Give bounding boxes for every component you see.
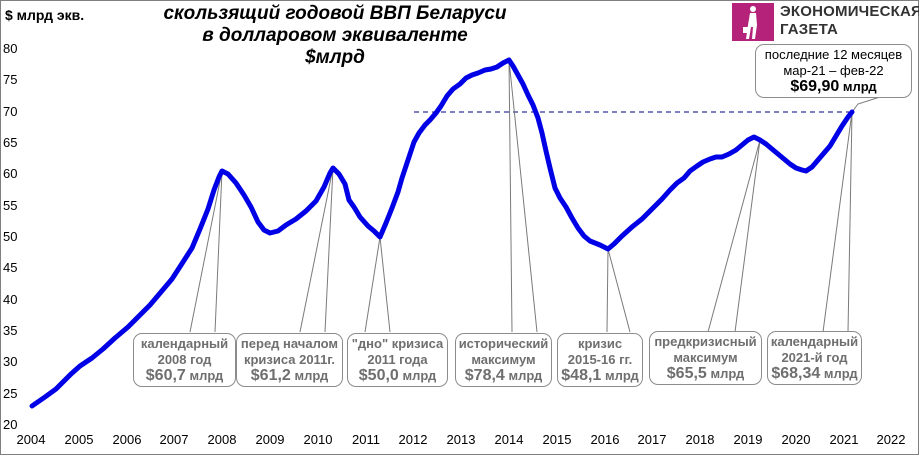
title-line-1: скользящий годовой ВВП Беларуси bbox=[163, 3, 507, 24]
x-tick: 2014 bbox=[494, 432, 524, 447]
callout-line1: календарный bbox=[770, 334, 859, 349]
callout-line1: предкризисный bbox=[654, 334, 757, 349]
x-tick: 2016 bbox=[590, 432, 620, 447]
callout-2011-bottom: "дно" кризиса 2011 года $50,0 млрд bbox=[347, 333, 448, 387]
callout-unit: млрд bbox=[294, 368, 329, 383]
y-tick: 45 bbox=[3, 260, 18, 275]
y-tick: 60 bbox=[3, 166, 18, 181]
callout-pointers bbox=[189, 59, 881, 333]
y-tick: 50 bbox=[3, 229, 18, 244]
callout-value: $65,5 bbox=[666, 365, 707, 382]
callout-line1: кризис bbox=[577, 336, 623, 351]
callout-line1: исторический bbox=[458, 336, 549, 351]
callout-2011-precrisis: перед началом кризиса 2011г. $61,2 млрд bbox=[236, 333, 343, 387]
callout-2008: календарный 2008 год $60,7 млрд bbox=[133, 333, 236, 387]
callout-line2: 2021-й год bbox=[781, 350, 848, 365]
callout-unit: млрд bbox=[823, 366, 858, 381]
callout-unit: млрд bbox=[710, 366, 745, 381]
x-tick: 2021 bbox=[829, 432, 859, 447]
y-tick: 35 bbox=[3, 323, 18, 338]
callout-line1: последние 12 месяцев bbox=[764, 47, 903, 62]
y-tick: 75 bbox=[3, 72, 18, 87]
x-tick: 2004 bbox=[16, 432, 46, 447]
callout-line2: 2008 год bbox=[157, 352, 212, 367]
logo-line-2: ГАЗЕТА bbox=[780, 21, 839, 38]
callout-line2: 2011 года bbox=[367, 352, 428, 367]
callout-value: $60,7 bbox=[145, 367, 186, 384]
x-tick: 2010 bbox=[303, 432, 333, 447]
chart-title: скользящий годовой ВВП Беларуси в доллар… bbox=[150, 3, 520, 69]
x-tick: 2012 bbox=[398, 432, 428, 447]
callout-unit: млрд bbox=[402, 368, 437, 383]
x-tick: 2011 bbox=[352, 432, 380, 447]
x-tick: 2005 bbox=[64, 432, 94, 447]
callout-unit: млрд bbox=[604, 368, 639, 383]
callout-historic-max: исторический максимум $78,4 млрд bbox=[455, 333, 552, 387]
logo-text: ЭКОНОМИЧЕСКАЯ ГАЗЕТА bbox=[780, 3, 919, 39]
callout-crisis-2015-16: кризис 2015-16 гг. $48,1 млрд bbox=[557, 333, 643, 387]
callout-line2: максимум bbox=[471, 352, 536, 367]
y-tick: 40 bbox=[3, 292, 18, 307]
y-tick: 55 bbox=[3, 198, 18, 213]
callout-value: $78,4 bbox=[464, 367, 505, 384]
callout-line2: 2015-16 гг. bbox=[567, 352, 633, 367]
x-tick: 2013 bbox=[446, 432, 476, 447]
y-tick: 70 bbox=[3, 104, 18, 119]
callout-line1: "дно" кризиса bbox=[351, 336, 444, 351]
walking-person-icon bbox=[732, 3, 774, 41]
callout-value: $68,34 bbox=[771, 365, 821, 382]
x-tick: 2006 bbox=[112, 432, 142, 447]
callout-unit: млрд bbox=[508, 368, 543, 383]
callout-value: $69,90 bbox=[790, 78, 840, 95]
gdp-line bbox=[29, 57, 855, 409]
callout-unit: млрд bbox=[189, 368, 224, 383]
x-tick: 2008 bbox=[207, 432, 237, 447]
callout-2021: календарный 2021-й год $68,34 млрд bbox=[767, 331, 862, 385]
title-line-2: в долларовом эквиваленте bbox=[202, 25, 468, 46]
callout-value: $48,1 bbox=[561, 367, 602, 384]
title-line-3: $млрд bbox=[305, 47, 365, 68]
y-tick: 20 bbox=[3, 417, 18, 432]
callout-value: $50,0 bbox=[358, 367, 399, 384]
callout-precrisis-max: предкризисный максимум $65,5 млрд bbox=[649, 331, 762, 385]
callout-unit: млрд bbox=[842, 79, 877, 94]
callout-line2: кризиса 2011г. bbox=[243, 352, 336, 367]
callout-line1: календарный bbox=[140, 336, 229, 351]
callout-value: $61,2 bbox=[250, 367, 291, 384]
x-tick: 2015 bbox=[542, 432, 572, 447]
y-tick: 30 bbox=[3, 354, 18, 369]
x-tick: 2017 bbox=[637, 432, 667, 447]
logo-line-1: ЭКОНОМИЧЕСКАЯ bbox=[780, 3, 919, 20]
callout-latest-12-months: последние 12 месяцев мар-21 – фев-22 $69… bbox=[755, 44, 912, 98]
x-tick: 2009 bbox=[255, 432, 285, 447]
x-tick: 2019 bbox=[733, 432, 763, 447]
x-tick: 2022 bbox=[876, 432, 906, 447]
callout-line1: перед началом bbox=[240, 336, 339, 351]
x-tick: 2018 bbox=[685, 432, 715, 447]
y-tick: 80 bbox=[3, 41, 18, 56]
x-tick: 2007 bbox=[159, 432, 189, 447]
y-axis-unit-label: $ млрд экв. bbox=[5, 7, 85, 23]
callout-line2: максимум bbox=[673, 350, 738, 365]
y-tick: 65 bbox=[3, 135, 18, 150]
x-tick: 2020 bbox=[781, 432, 811, 447]
callout-line2: мар-21 – фев-22 bbox=[783, 63, 884, 78]
y-tick: 25 bbox=[3, 386, 18, 401]
